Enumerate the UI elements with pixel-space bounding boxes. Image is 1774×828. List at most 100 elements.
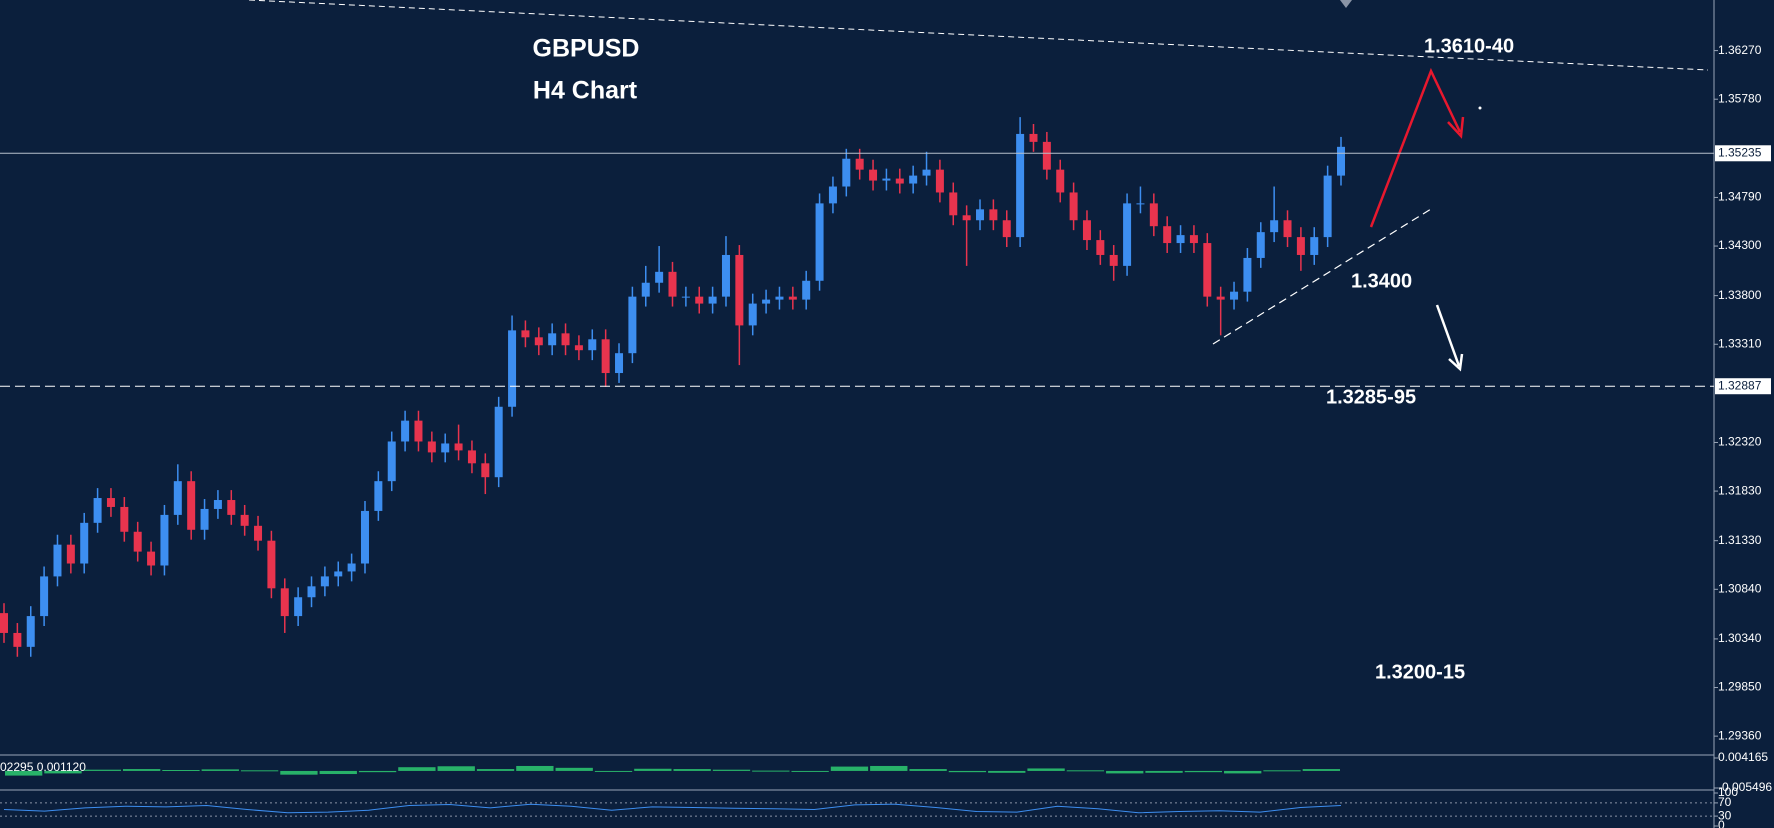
candle-body bbox=[1082, 220, 1091, 241]
macd-bar bbox=[1302, 769, 1340, 771]
macd-bar bbox=[280, 770, 318, 775]
candle-body bbox=[1283, 220, 1292, 238]
candle-body bbox=[133, 531, 142, 552]
candle-body bbox=[802, 280, 811, 300]
candle-body bbox=[548, 333, 557, 346]
macd-bar bbox=[358, 770, 397, 773]
candle-body bbox=[721, 254, 730, 297]
candle-body bbox=[508, 330, 517, 407]
candle-body bbox=[828, 186, 837, 204]
candle-body bbox=[909, 175, 918, 184]
price-label: 1.32887 bbox=[1718, 378, 1762, 392]
macd-bar bbox=[1145, 770, 1183, 773]
candle-body bbox=[574, 345, 583, 351]
candle-body bbox=[267, 540, 276, 589]
candle-body bbox=[1189, 235, 1198, 244]
candle-body bbox=[66, 544, 75, 564]
candle-body bbox=[307, 586, 316, 598]
macd-bar bbox=[555, 767, 593, 771]
candle-body bbox=[949, 192, 958, 216]
y-tick-label: 1.33310 bbox=[1718, 336, 1762, 350]
macd-bar bbox=[870, 765, 908, 771]
candle-body bbox=[815, 203, 824, 281]
candle-body bbox=[1270, 220, 1279, 233]
candle-body bbox=[280, 588, 289, 617]
annotation: 1.3400 bbox=[1351, 270, 1412, 292]
rsi-line bbox=[3, 803, 1342, 814]
y-tick-label: 1.31830 bbox=[1718, 483, 1762, 497]
macd-bar bbox=[44, 770, 82, 774]
candle-body bbox=[294, 597, 303, 617]
macd-bar bbox=[398, 767, 436, 771]
y-tick-label: 1.32320 bbox=[1718, 435, 1762, 449]
candle-body bbox=[1163, 226, 1172, 244]
chart-subtitle: H4 Chart bbox=[533, 77, 638, 105]
candle-body bbox=[615, 353, 624, 374]
candle-body bbox=[1243, 257, 1252, 292]
y-tick-label: 1.31330 bbox=[1718, 533, 1762, 547]
candle-body bbox=[1016, 133, 1025, 238]
macd-bar bbox=[673, 769, 711, 771]
candle-body bbox=[989, 209, 998, 221]
macd-bar bbox=[1263, 770, 1301, 772]
candle-body bbox=[467, 450, 476, 464]
candle-body bbox=[588, 339, 597, 351]
candle-body bbox=[735, 254, 744, 326]
candle-body bbox=[454, 443, 463, 451]
macd-bar bbox=[1027, 768, 1065, 771]
candle-body bbox=[1337, 146, 1345, 176]
macd-bar bbox=[594, 770, 633, 772]
candle-body bbox=[534, 337, 543, 346]
candle-body bbox=[481, 463, 490, 478]
price-label: 1.35235 bbox=[1718, 145, 1762, 159]
candle-body bbox=[935, 169, 944, 193]
price-label-box bbox=[1715, 145, 1771, 162]
candle-body bbox=[855, 158, 864, 170]
candle-body bbox=[1109, 254, 1118, 266]
candle-body bbox=[347, 563, 356, 572]
candle-body bbox=[1042, 141, 1051, 170]
candle-body bbox=[1176, 235, 1185, 244]
candle-body bbox=[521, 330, 530, 338]
macd-bar bbox=[319, 770, 357, 775]
y-tick-label: 1.34790 bbox=[1718, 190, 1762, 204]
red-arrow bbox=[1369, 67, 1465, 228]
candle-body bbox=[1069, 192, 1078, 221]
candle-body bbox=[601, 339, 610, 374]
candle-body bbox=[401, 420, 410, 442]
y-tick-label: 30 bbox=[1718, 808, 1732, 822]
candle-body bbox=[80, 522, 89, 564]
candle-body bbox=[748, 303, 757, 326]
candle-body bbox=[976, 209, 985, 221]
candle-body bbox=[708, 296, 717, 304]
candle-body bbox=[93, 498, 102, 523]
candle-body bbox=[387, 441, 396, 482]
chart-title: GBPUSD bbox=[533, 35, 640, 63]
candle-body bbox=[160, 514, 169, 566]
y-tick-label: 0.004165 bbox=[1718, 750, 1768, 764]
annotation: 1.3285-95 bbox=[1326, 386, 1416, 408]
candle-body bbox=[53, 544, 62, 577]
y-tick-label: 1.36270 bbox=[1718, 43, 1762, 57]
macd-bar bbox=[201, 769, 239, 771]
macd-bar bbox=[437, 766, 475, 771]
candle-body bbox=[227, 500, 236, 515]
candle-body bbox=[13, 632, 22, 647]
candle-body bbox=[1203, 243, 1212, 297]
macd-bar bbox=[752, 770, 790, 772]
macd-bar bbox=[1184, 770, 1223, 773]
candle-body bbox=[187, 481, 196, 530]
candle-body bbox=[414, 420, 423, 442]
macd-bar bbox=[988, 770, 1026, 773]
annotation: 1.3200-15 bbox=[1375, 661, 1465, 683]
candle-body bbox=[213, 500, 222, 509]
y-tick-label: 1.34300 bbox=[1718, 238, 1762, 252]
candle-body bbox=[1002, 220, 1011, 238]
candle-body bbox=[441, 443, 450, 453]
candle-body bbox=[962, 215, 971, 221]
y-tick-label: 100 bbox=[1718, 785, 1738, 799]
candle-body bbox=[334, 571, 343, 577]
candle-body bbox=[40, 576, 49, 617]
candle-body bbox=[895, 178, 904, 184]
